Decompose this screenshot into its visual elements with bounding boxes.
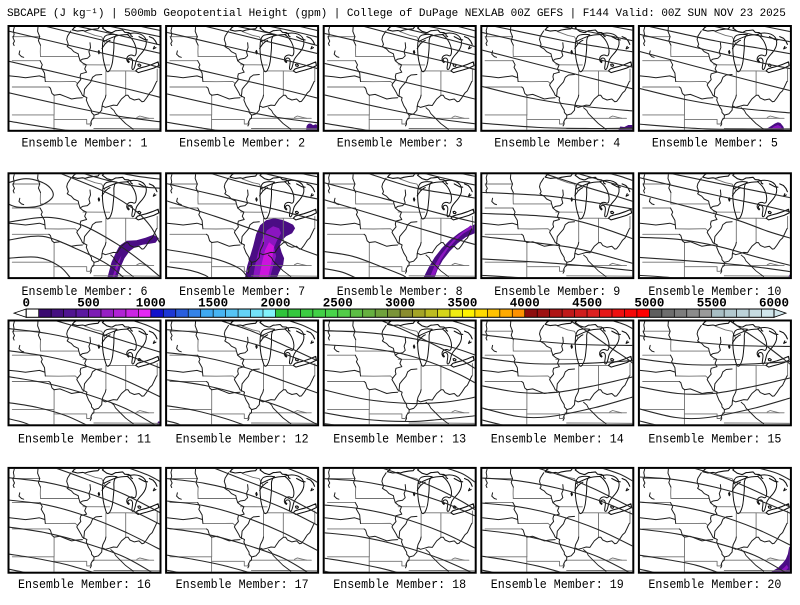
- svg-text:5000: 5000: [634, 296, 664, 310]
- svg-text:1000: 1000: [136, 296, 166, 310]
- svg-text:3500: 3500: [447, 296, 477, 310]
- svg-text:4500: 4500: [572, 296, 602, 310]
- svg-text:Ensemble Member: 4: Ensemble Member: 4: [494, 136, 620, 151]
- svg-text:Ensemble Member: 18: Ensemble Member: 18: [333, 577, 466, 592]
- svg-text:Ensemble Member: 9: Ensemble Member: 9: [494, 284, 620, 299]
- svg-text:4000: 4000: [510, 296, 540, 310]
- svg-text:Ensemble Member: 1: Ensemble Member: 1: [22, 136, 148, 151]
- svg-text:Ensemble Member: 13: Ensemble Member: 13: [333, 432, 466, 447]
- svg-text:Ensemble Member: 12: Ensemble Member: 12: [176, 432, 309, 447]
- svg-text:5500: 5500: [697, 296, 727, 310]
- svg-text:3000: 3000: [385, 296, 415, 310]
- svg-text:Ensemble Member: 7: Ensemble Member: 7: [179, 284, 305, 299]
- svg-text:Ensemble Member: 15: Ensemble Member: 15: [648, 432, 781, 447]
- svg-text:SBCAPE (J kg⁻¹) | 500mb Geopot: SBCAPE (J kg⁻¹) | 500mb Geopotential Hei…: [7, 8, 786, 20]
- svg-text:Ensemble Member: 11: Ensemble Member: 11: [18, 432, 151, 447]
- svg-text:6000: 6000: [759, 296, 789, 310]
- svg-text:Ensemble Member: 19: Ensemble Member: 19: [491, 577, 624, 592]
- svg-text:Ensemble Member: 6: Ensemble Member: 6: [22, 284, 148, 299]
- svg-text:Ensemble Member: 8: Ensemble Member: 8: [337, 284, 463, 299]
- svg-text:Ensemble Member: 14: Ensemble Member: 14: [491, 432, 624, 447]
- svg-text:Ensemble Member: 20: Ensemble Member: 20: [648, 577, 781, 592]
- svg-text:Ensemble Member: 5: Ensemble Member: 5: [652, 136, 778, 151]
- svg-text:Ensemble Member: 16: Ensemble Member: 16: [18, 577, 151, 592]
- svg-text:2000: 2000: [260, 296, 290, 310]
- svg-text:Ensemble Member: 3: Ensemble Member: 3: [337, 136, 463, 151]
- svg-text:1500: 1500: [198, 296, 228, 310]
- svg-text:Ensemble Member: 17: Ensemble Member: 17: [176, 577, 309, 592]
- svg-text:Ensemble Member: 2: Ensemble Member: 2: [179, 136, 305, 151]
- svg-text:Ensemble Member: 10: Ensemble Member: 10: [648, 284, 781, 299]
- svg-text:0: 0: [22, 296, 30, 310]
- svg-text:2500: 2500: [323, 296, 353, 310]
- svg-text:500: 500: [77, 296, 100, 310]
